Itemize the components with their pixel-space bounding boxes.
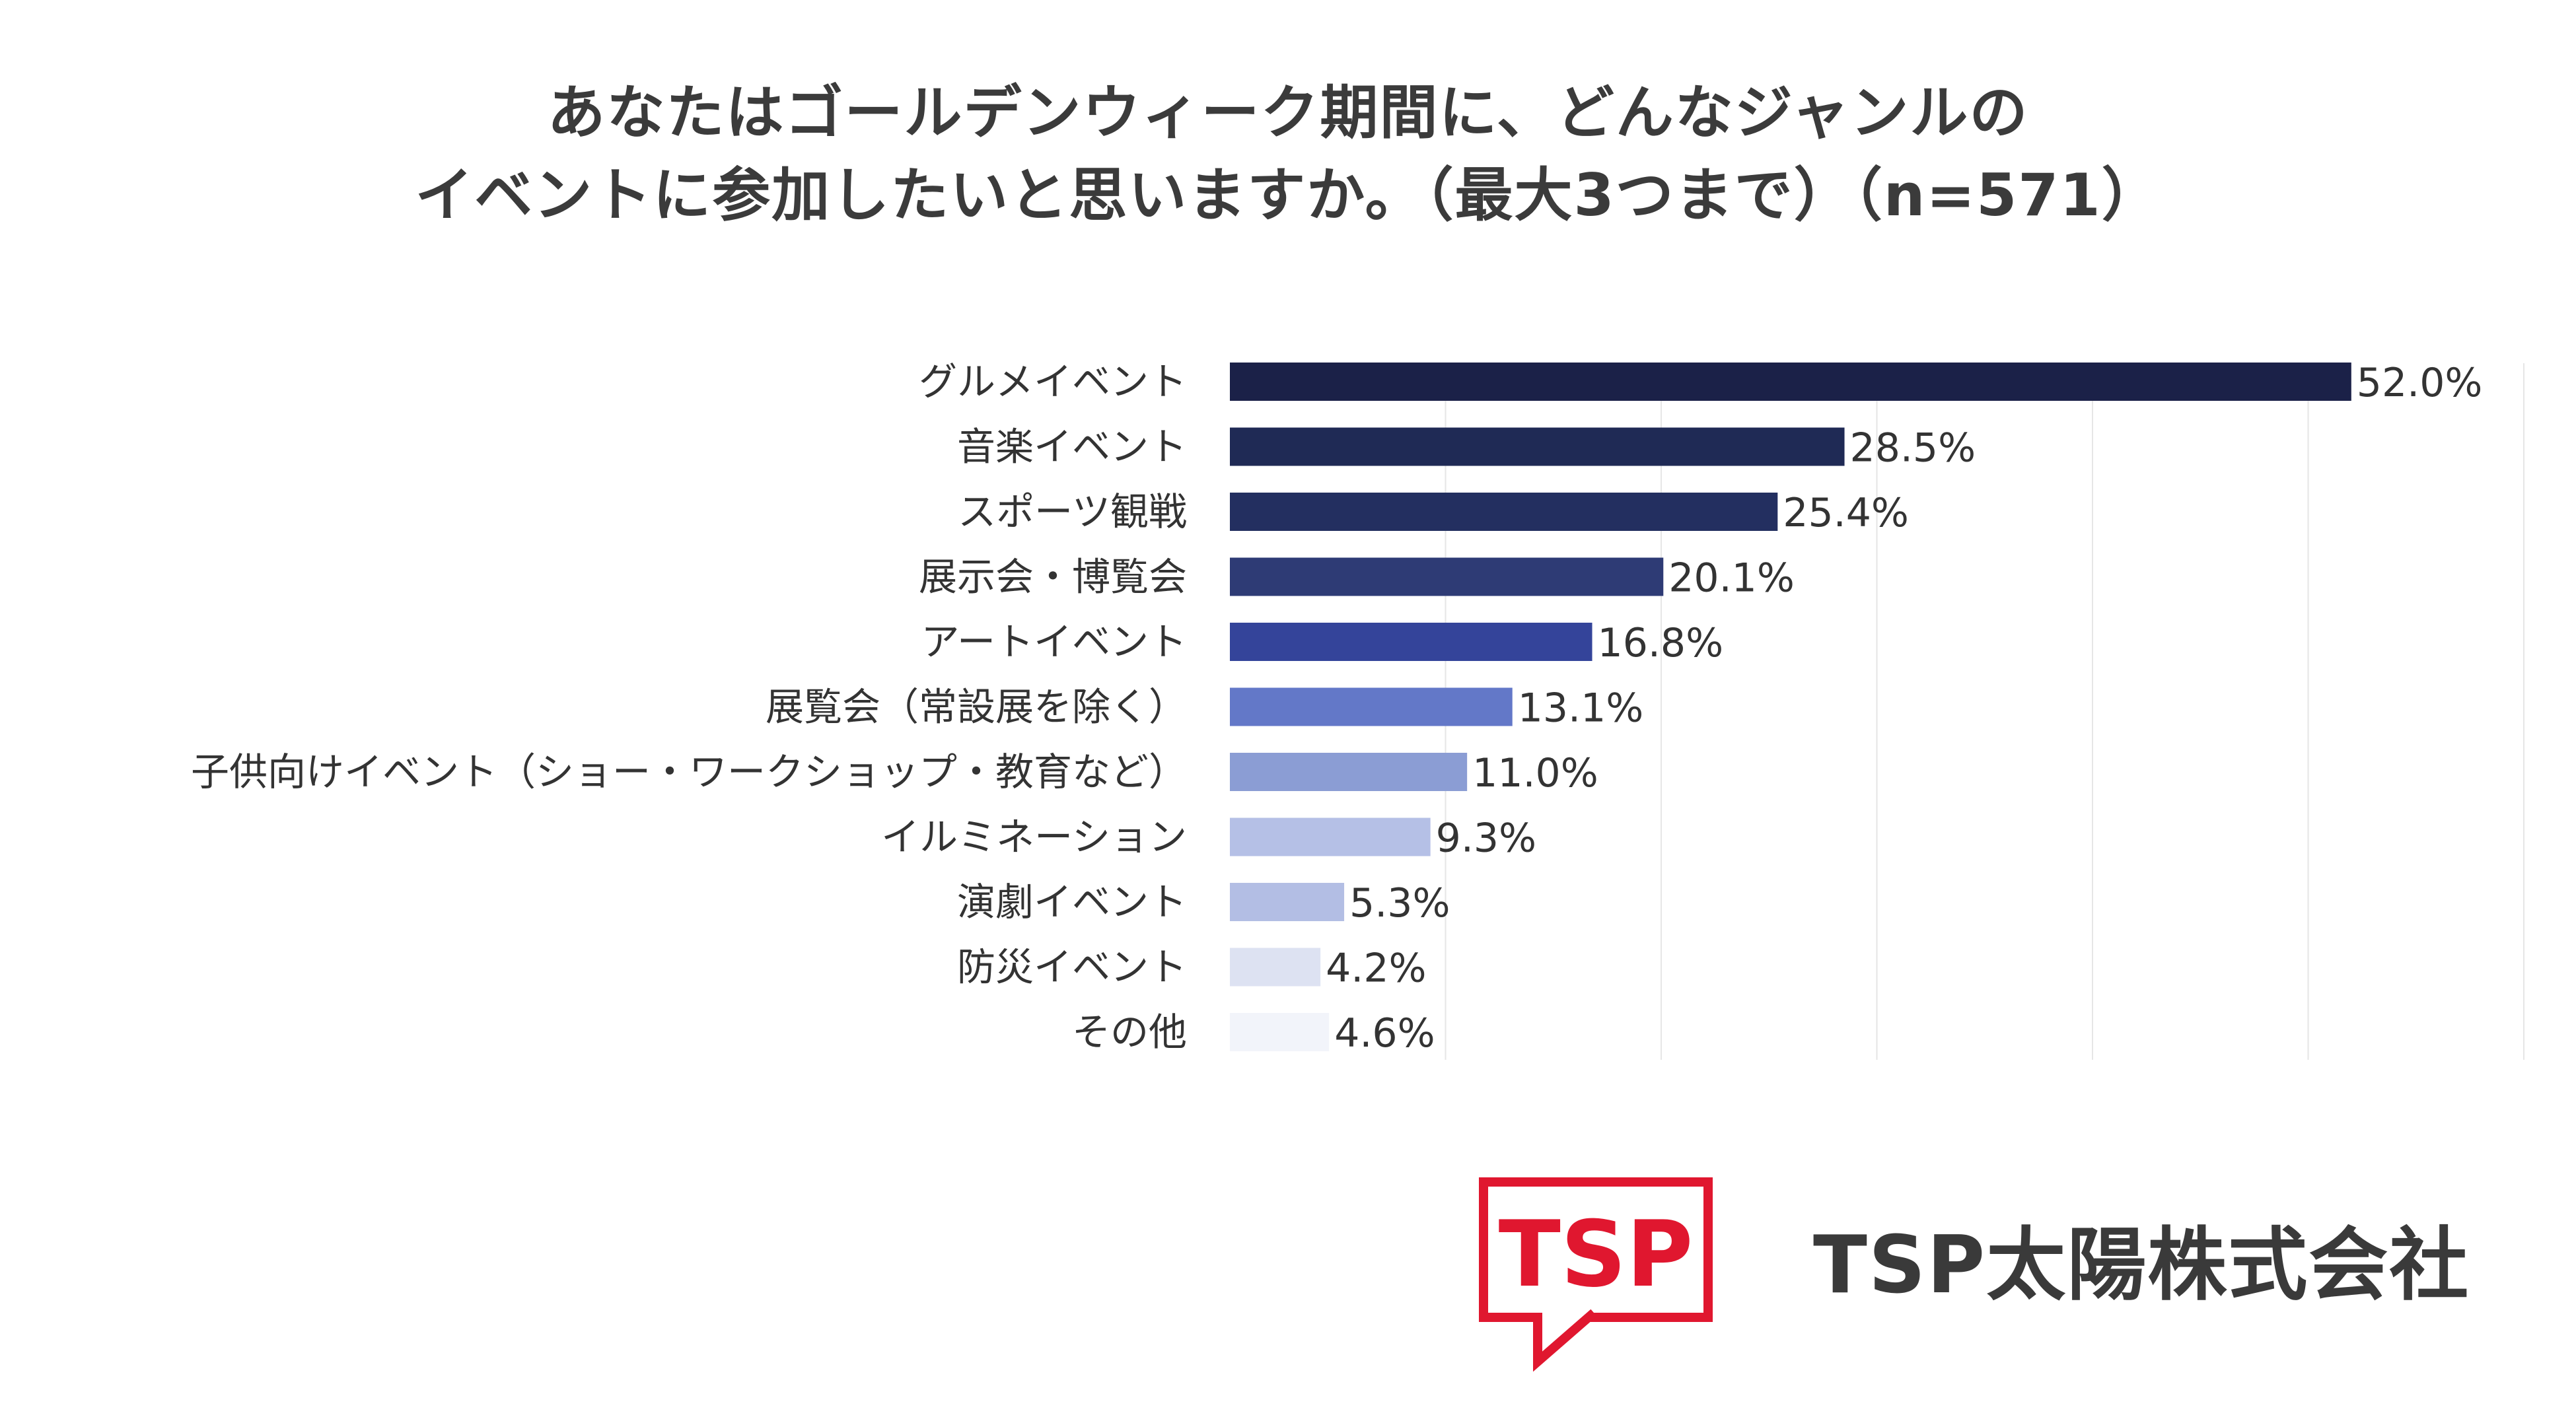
chart-title-line-1: あなたはゴールデンウィーク期間に、どんなジャンルの <box>547 79 2029 147</box>
tsp-logo-mark: TSP <box>1478 1177 1716 1377</box>
category-label-7: 子供向けイベント（ショー・ワークショップ・教育など） <box>191 749 1187 794</box>
category-label-10: 防災イベント <box>957 945 1187 990</box>
category-label-4: 展示会・博覧会 <box>919 555 1187 600</box>
bar-2 <box>1230 427 1845 466</box>
category-label-8: イルミネーション <box>881 815 1187 860</box>
value-label-7: 11.0% <box>1472 750 1598 796</box>
value-label-6: 13.1% <box>1518 685 1644 732</box>
category-label-5: アートイベント <box>921 619 1187 664</box>
value-label-4: 20.1% <box>1668 555 1795 602</box>
logo-frame <box>1479 1177 1713 1322</box>
bar-5 <box>1230 623 1592 661</box>
value-label-2: 28.5% <box>1850 425 1976 471</box>
value-label-3: 25.4% <box>1783 490 1909 536</box>
company-name: TSP太陽株式会社 <box>1813 1220 2470 1311</box>
value-label-1: 52.0% <box>2357 360 2483 406</box>
bar-1 <box>1230 363 2351 401</box>
value-label-11: 4.6% <box>1334 1010 1435 1057</box>
chart-title-line-2: イベントに参加したいと思いますか。（最大3つまで）（n=571） <box>415 161 2161 229</box>
bar-9 <box>1230 883 1345 921</box>
category-label-9: 演劇イベント <box>957 880 1187 924</box>
category-label-2: 音楽イベント <box>957 425 1187 469</box>
bar-7 <box>1230 753 1468 791</box>
value-label-5: 16.8% <box>1598 620 1724 666</box>
bar-8 <box>1230 817 1431 856</box>
value-label-10: 4.2% <box>1326 946 1426 992</box>
bar-4 <box>1230 557 1664 596</box>
value-label-9: 5.3% <box>1349 880 1450 926</box>
category-label-11: その他 <box>1072 1010 1187 1055</box>
logo-speech-tail <box>1533 1309 1597 1372</box>
value-label-8: 9.3% <box>1436 816 1536 862</box>
bar-11 <box>1230 1013 1330 1051</box>
logo-mark-text: TSP <box>1499 1201 1694 1307</box>
category-label-6: 展覧会（常設展を除く） <box>766 685 1187 730</box>
category-label-1: グルメイベント <box>919 359 1187 404</box>
category-label-3: スポーツ観戦 <box>958 489 1187 534</box>
bar-6 <box>1230 687 1513 726</box>
bar-3 <box>1230 493 1778 531</box>
bar-10 <box>1230 948 1321 987</box>
